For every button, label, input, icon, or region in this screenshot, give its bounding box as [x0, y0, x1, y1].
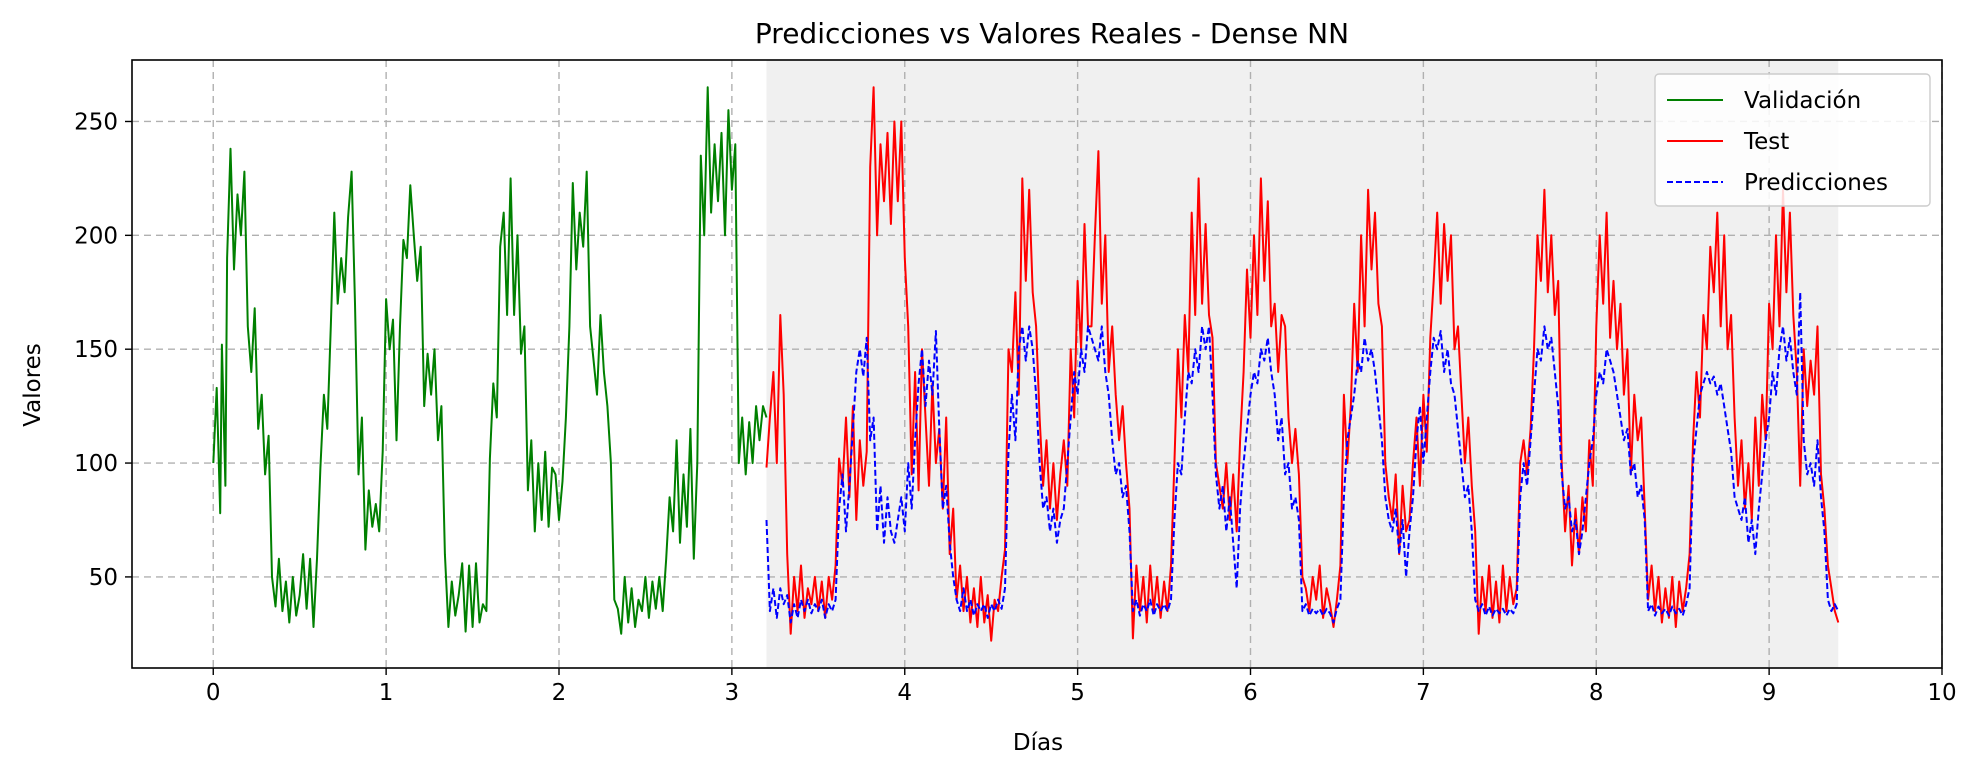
legend-label: Test	[1743, 129, 1789, 155]
x-tick-label: 7	[1416, 680, 1431, 706]
x-tick-label: 6	[1243, 680, 1258, 706]
y-tick-label: 150	[74, 337, 118, 363]
legend-label: Validación	[1744, 88, 1861, 114]
y-axis-title: Valores	[20, 343, 46, 427]
x-tick-label: 2	[552, 680, 567, 706]
legend-box	[1654, 73, 1931, 207]
x-tick-label: 0	[206, 680, 221, 706]
x-tick-label: 10	[1927, 680, 1956, 706]
series-line-test	[765, 86, 1840, 642]
x-tick-label: 9	[1762, 680, 1777, 706]
legend-label: Predicciones	[1744, 170, 1888, 196]
chart-title: Predicciones vs Valores Reales - Dense N…	[755, 17, 1349, 50]
y-tick-label: 250	[74, 109, 118, 135]
axes-frame	[131, 59, 1943, 669]
y-tick-label: 200	[74, 223, 118, 249]
x-tick-label: 8	[1589, 680, 1604, 706]
x-tick-label: 3	[725, 680, 740, 706]
plot-area: 0 1 2 3 4 5 6 7 8 9 10 50 100 150 200 250 Validación Test…	[74, 59, 1957, 706]
x-tick-label: 5	[1070, 680, 1085, 706]
x-tick-label: 1	[379, 680, 394, 706]
x-tick-label: 4	[897, 680, 912, 706]
series-line-predicciones	[765, 291, 1840, 624]
series-line-validacion	[212, 86, 768, 635]
x-axis-title: Días	[1013, 730, 1063, 756]
y-tick-label: 100	[74, 451, 118, 477]
y-tick-label: 50	[89, 565, 118, 591]
